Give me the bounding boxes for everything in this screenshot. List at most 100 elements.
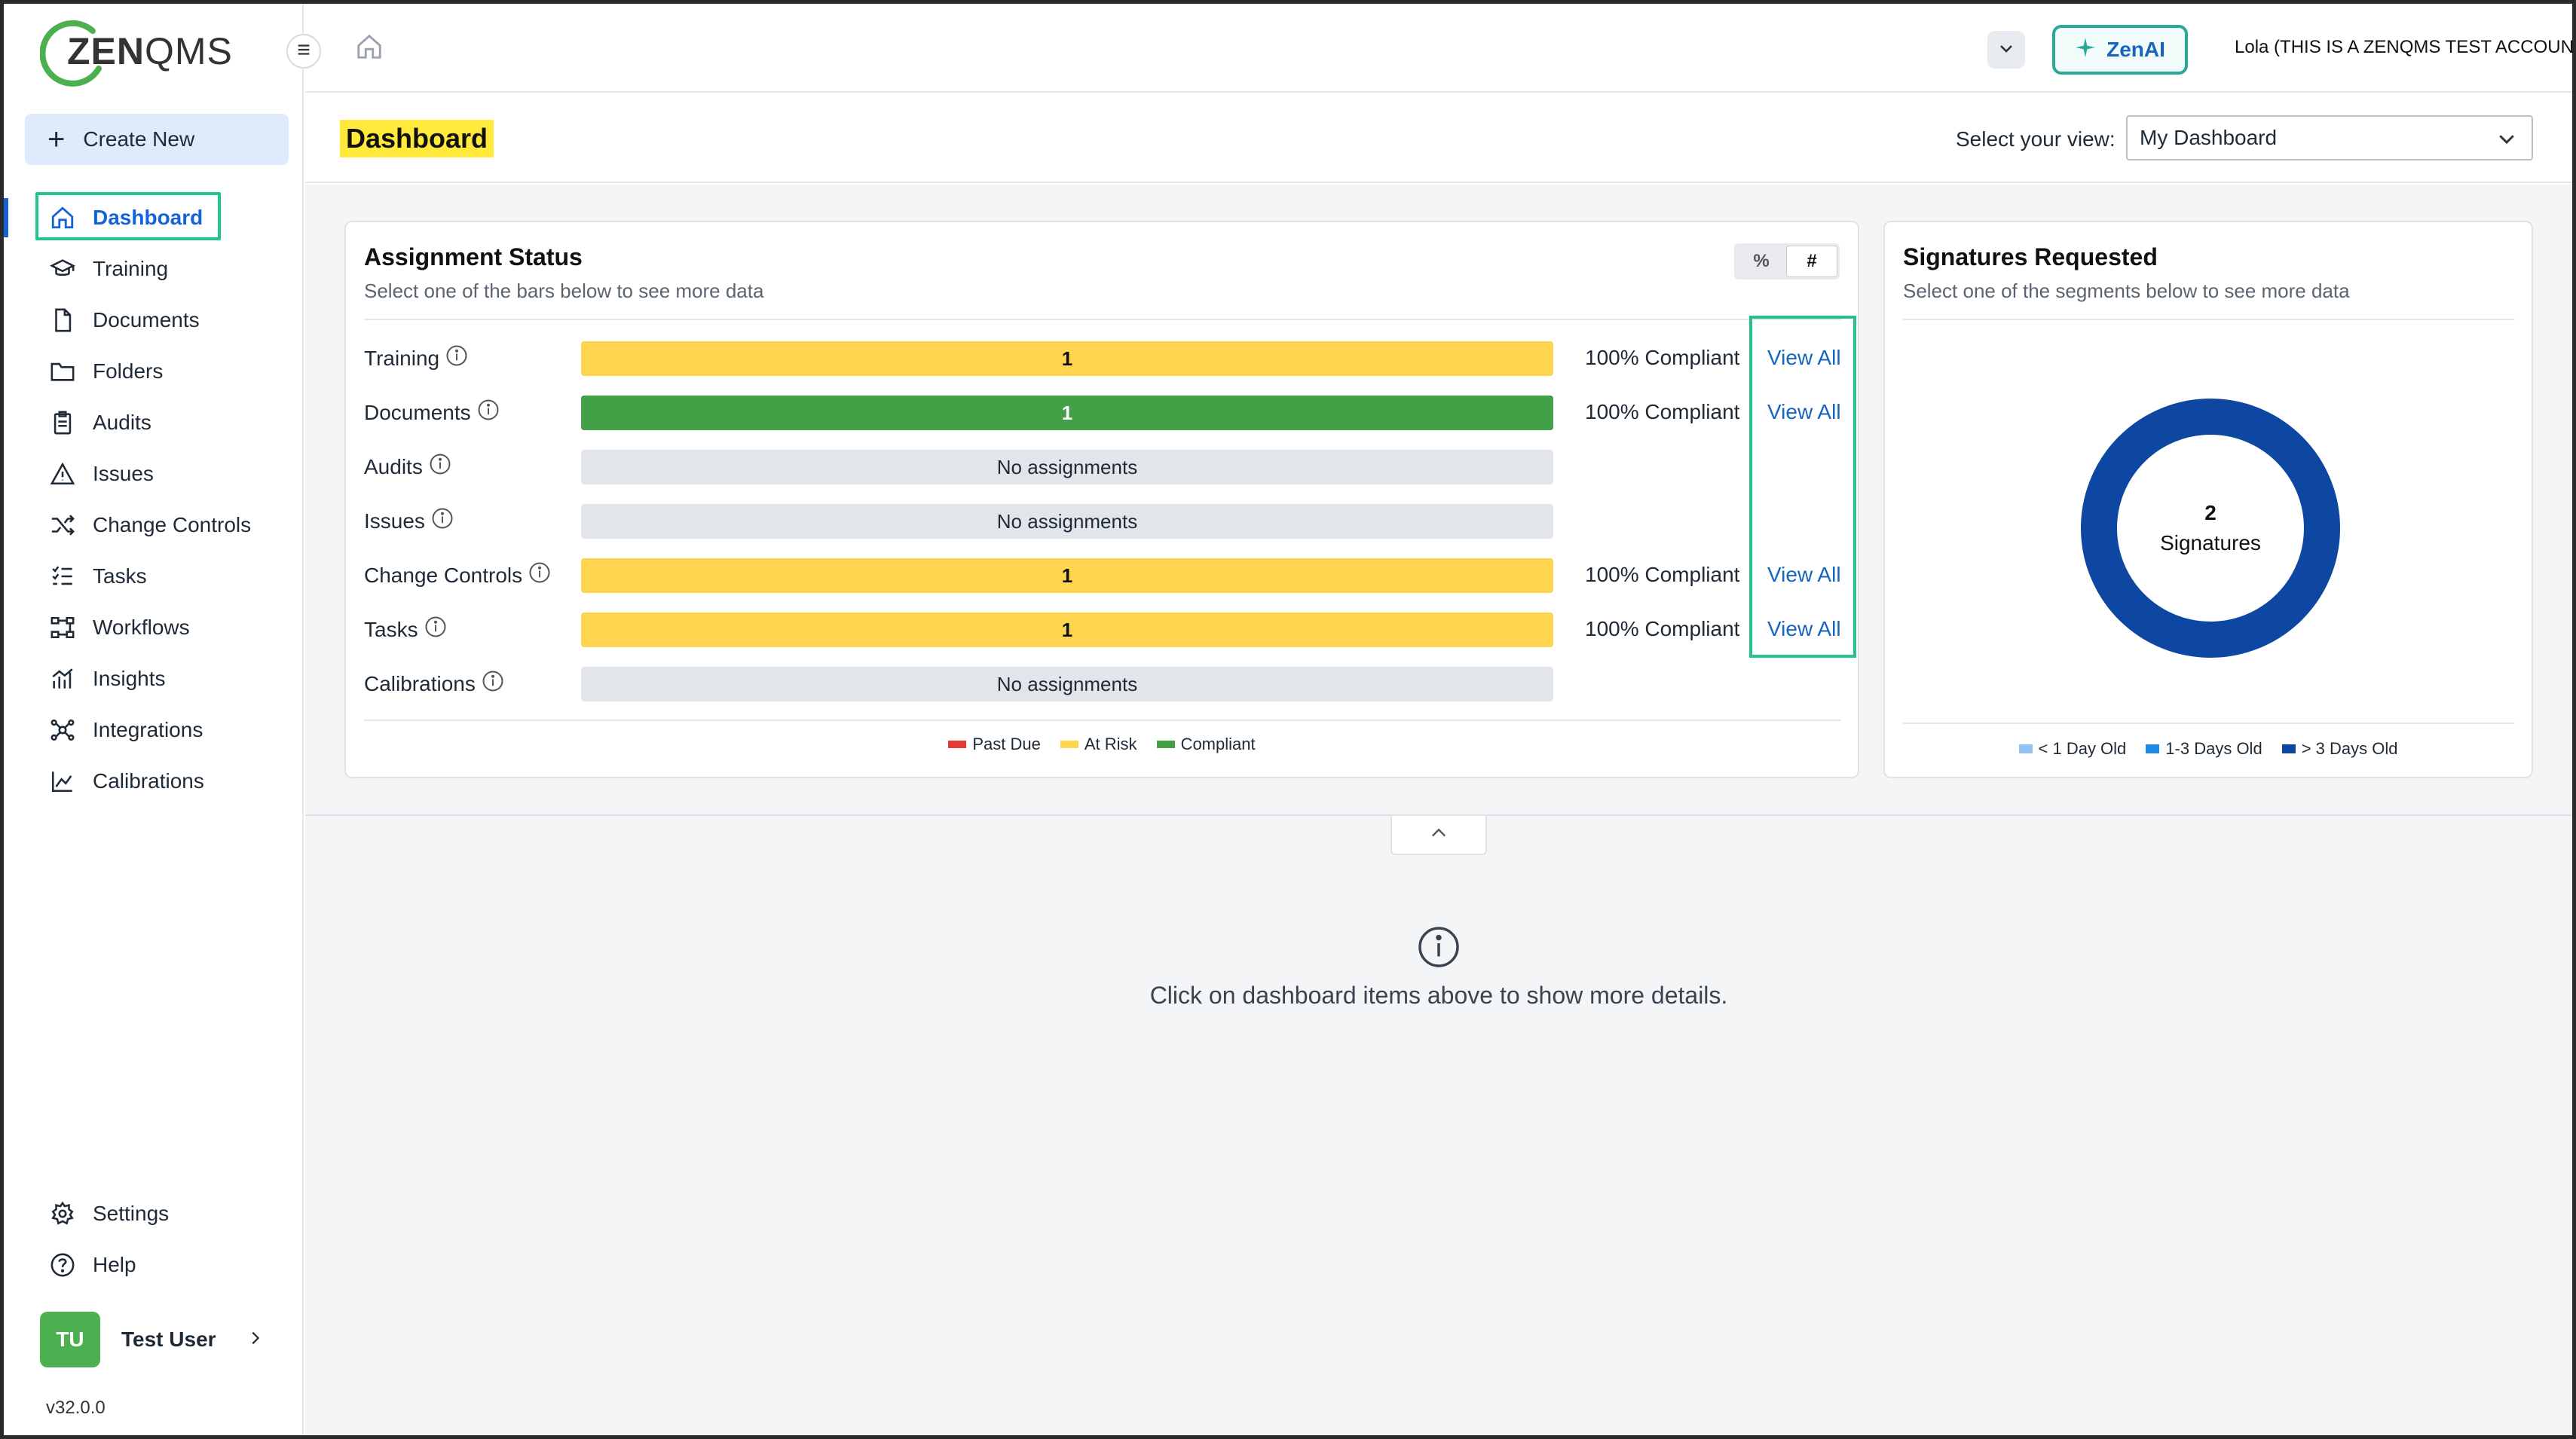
sidebar-item-integrations[interactable]: Integrations xyxy=(4,704,304,756)
sidebar-item-insights[interactable]: Insights xyxy=(4,653,304,704)
row-label: Issues xyxy=(364,509,425,533)
sidebar-item-documents[interactable]: Documents xyxy=(4,295,304,346)
workflow-icon xyxy=(49,614,76,641)
chevron-up-icon xyxy=(1428,823,1449,848)
assignment-row-issues: Issues No assignments xyxy=(364,493,1841,548)
sidebar-item-calibrations[interactable]: Calibrations xyxy=(4,756,304,807)
create-new-button[interactable]: + Create New xyxy=(25,114,289,165)
view-all-link[interactable]: View All xyxy=(1767,563,1841,586)
legend-label: At Risk xyxy=(1084,735,1137,753)
sidebar-item-label: Folders xyxy=(93,359,164,383)
create-new-label: Create New xyxy=(83,127,195,151)
assignment-row-calibrations: Calibrations No assignments xyxy=(364,656,1841,710)
toggle-percent[interactable]: % xyxy=(1753,251,1770,271)
assignment-status-subtitle: Select one of the bars below to see more… xyxy=(364,280,764,302)
zenai-label: ZenAI xyxy=(2106,38,2165,61)
zenqms-logo[interactable]: ZENQMS xyxy=(40,16,232,91)
compliance-text: 100% Compliant xyxy=(1585,563,1740,586)
page-title: Dashboard xyxy=(340,120,494,157)
sidebar-nav: Dashboard Training Documents Folders xyxy=(4,192,304,807)
sidebar-item-tasks[interactable]: Tasks xyxy=(4,551,304,602)
legend-item-under-1-day[interactable]: < 1 Day Old xyxy=(2018,739,2127,759)
collapse-details-button[interactable] xyxy=(1390,816,1487,855)
view-select-label: Select your view: xyxy=(1956,127,2116,151)
sidebar-toggle-button[interactable] xyxy=(286,34,321,69)
legend-item-1-3-days[interactable]: 1-3 Days Old xyxy=(2146,739,2262,759)
sidebar-item-label: Workflows xyxy=(93,616,190,639)
sparkle-icon xyxy=(2075,37,2096,63)
documents-bar[interactable]: 1 xyxy=(581,396,1553,430)
logo-text-bold: ZEN xyxy=(67,30,145,72)
card-divider xyxy=(1903,723,2515,724)
percent-count-toggle: % # xyxy=(1734,243,1840,280)
legend-label: < 1 Day Old xyxy=(2038,739,2127,758)
sidebar-item-label: Insights xyxy=(93,667,166,690)
legend-item-over-3-days[interactable]: > 3 Days Old xyxy=(2281,739,2397,759)
compliance-text: 100% Compliant xyxy=(1585,617,1740,640)
assignment-legend: Past Due At Risk Compliant xyxy=(346,735,1858,754)
sidebar-item-dashboard[interactable]: Dashboard xyxy=(4,192,304,243)
sidebar-item-folders[interactable]: Folders xyxy=(4,346,304,397)
info-icon[interactable] xyxy=(482,670,504,698)
shuffle-icon xyxy=(49,512,76,539)
sidebar-item-settings[interactable]: Settings xyxy=(4,1188,304,1239)
sidebar-item-label: Settings xyxy=(93,1202,170,1225)
audits-bar: No assignments xyxy=(581,450,1553,484)
row-label: Change Controls xyxy=(364,563,523,587)
sidebar-item-workflows[interactable]: Workflows xyxy=(4,602,304,653)
info-icon[interactable] xyxy=(445,344,468,372)
signatures-title: Signatures Requested xyxy=(1903,243,2158,270)
hamburger-icon xyxy=(295,41,312,62)
top-dropdown-button[interactable] xyxy=(1987,31,2025,69)
view-all-link[interactable]: View All xyxy=(1767,400,1841,423)
home-breadcrumb-icon[interactable] xyxy=(355,32,384,65)
sidebar-item-label: Training xyxy=(93,257,169,280)
donut-center-label: 2 Signatures xyxy=(2076,394,2345,662)
compliance-text: 100% Compliant xyxy=(1585,346,1740,369)
sidebar-item-label: Help xyxy=(93,1253,136,1276)
view-all-link[interactable]: View All xyxy=(1767,617,1841,640)
assignment-row-documents: Documents 1 100% Compliant View All xyxy=(364,385,1841,439)
sidebar-item-help[interactable]: Help xyxy=(4,1239,304,1291)
signatures-requested-card: Signatures Requested Select one of the s… xyxy=(1883,221,2533,778)
info-icon[interactable] xyxy=(429,453,451,481)
legend-item-past-due[interactable]: Past Due xyxy=(948,735,1041,754)
sidebar-item-issues[interactable]: Issues xyxy=(4,448,304,500)
info-icon[interactable] xyxy=(477,399,500,426)
info-icon[interactable] xyxy=(528,561,551,589)
signatures-legend: < 1 Day Old 1-3 Days Old > 3 Days Old xyxy=(1885,739,2532,759)
change-controls-bar[interactable]: 1 xyxy=(581,558,1553,593)
legend-swatch xyxy=(2281,744,2296,753)
info-icon[interactable] xyxy=(431,507,454,535)
sidebar-item-label: Change Controls xyxy=(93,513,252,536)
donut-segment-over-3-days[interactable] xyxy=(2081,399,2340,658)
user-name: Test User xyxy=(121,1327,216,1351)
logo-text-light: QMS xyxy=(145,30,233,72)
issues-bar: No assignments xyxy=(581,504,1553,539)
user-menu[interactable]: TU Test User xyxy=(40,1312,263,1367)
account-name[interactable]: Lola (THIS IS A ZENQMS TEST ACCOUNT) xyxy=(2235,37,2576,57)
legend-label: 1-3 Days Old xyxy=(2165,739,2262,758)
info-icon[interactable] xyxy=(424,616,447,643)
view-select[interactable]: My Dashboard xyxy=(2126,115,2533,160)
sidebar-item-audits[interactable]: Audits xyxy=(4,397,304,448)
signatures-count: 2 xyxy=(2204,501,2217,524)
app-version: v32.0.0 xyxy=(46,1398,106,1418)
view-all-link[interactable]: View All xyxy=(1767,346,1841,369)
integrations-icon xyxy=(49,716,76,744)
topbar: ZenAI Lola (THIS IS A ZENQMS TEST ACCOUN… xyxy=(305,4,2576,93)
legend-item-at-risk[interactable]: At Risk xyxy=(1060,735,1137,754)
training-bar[interactable]: 1 xyxy=(581,341,1553,376)
avatar: TU xyxy=(40,1312,100,1367)
tasks-bar[interactable]: 1 xyxy=(581,613,1553,647)
toggle-count[interactable]: # xyxy=(1786,246,1837,277)
assignment-status-card: Assignment Status Select one of the bars… xyxy=(344,221,1859,778)
legend-item-compliant[interactable]: Compliant xyxy=(1156,735,1256,754)
card-divider xyxy=(364,720,1841,721)
sidebar-item-change-controls[interactable]: Change Controls xyxy=(4,500,304,551)
detail-divider xyxy=(305,814,2572,816)
zenai-button[interactable]: ZenAI xyxy=(2052,25,2188,75)
legend-swatch xyxy=(948,741,967,748)
signatures-donut[interactable]: 2 Signatures xyxy=(2076,394,2345,662)
sidebar-item-training[interactable]: Training xyxy=(4,243,304,295)
